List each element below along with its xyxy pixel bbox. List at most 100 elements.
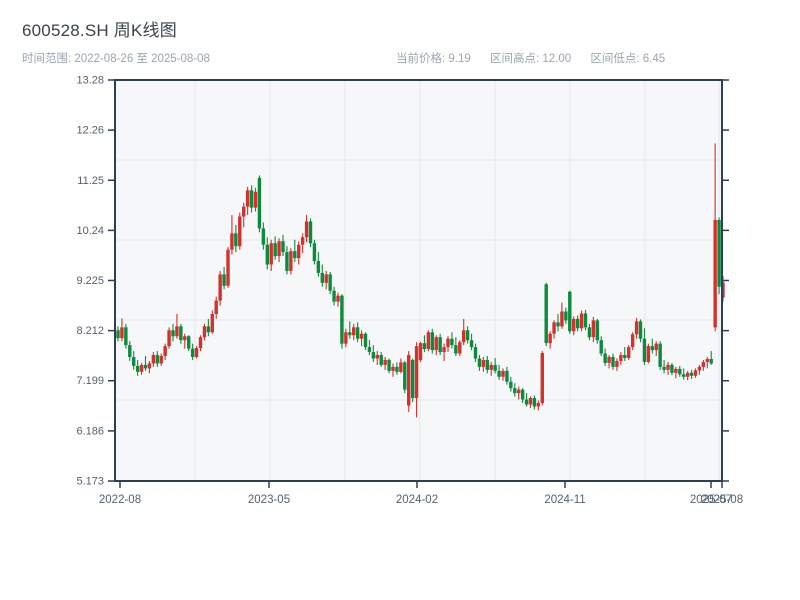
candle (383, 356, 387, 370)
candle (355, 322, 360, 343)
candle (167, 327, 171, 349)
candle (469, 333, 474, 351)
candle (477, 355, 482, 371)
candle (634, 317, 639, 339)
candle (273, 236, 277, 260)
candle (654, 341, 658, 357)
candle (682, 368, 686, 380)
candle (151, 352, 156, 367)
candle (352, 323, 356, 341)
candle (579, 310, 584, 332)
x-tick-label: 2023-05 (248, 494, 290, 506)
candle (128, 341, 132, 361)
candle (489, 361, 493, 376)
candle (316, 252, 321, 277)
candle (713, 143, 717, 332)
candle (560, 302, 564, 329)
candle (458, 340, 462, 357)
candle (462, 318, 466, 346)
candle (438, 333, 442, 356)
candle (414, 342, 419, 418)
candle (568, 290, 572, 334)
candle (650, 338, 654, 354)
candle (332, 286, 336, 306)
page-title: 600528.SH 周K线图 (22, 21, 177, 40)
candle (697, 364, 702, 375)
candle (242, 202, 246, 228)
x-tick-label: 2022-08 (99, 494, 141, 506)
y-tick-label: 7.199 (76, 375, 104, 387)
candle (175, 313, 179, 339)
candle (238, 212, 242, 250)
candle (524, 393, 529, 407)
candle (638, 319, 643, 343)
candle (218, 270, 222, 306)
candle (662, 359, 666, 374)
date-range-label: 时间范围: 2022-08-26 至 2025-08-08 (22, 53, 210, 65)
price-stats: 当前价格: 9.19 区间高点: 12.00 区间低点: 6.45 (396, 50, 681, 66)
y-tick-label: 8.212 (76, 325, 104, 337)
candle (572, 316, 576, 336)
candle (222, 266, 226, 290)
candle (422, 335, 427, 353)
candle (367, 340, 372, 356)
candle (670, 362, 674, 376)
candle (403, 360, 407, 394)
y-tick-label: 10.24 (76, 225, 104, 237)
candle (379, 352, 383, 367)
candle (198, 335, 203, 352)
candle (265, 237, 269, 270)
x-axis-labels: 2022-08 2023-05 2024-02 2024-11 2025-072025-… (99, 494, 743, 506)
candle (544, 282, 548, 347)
candle (705, 356, 709, 369)
candle (210, 310, 214, 334)
candle (171, 323, 175, 342)
y-tick-label: 5.173 (76, 476, 104, 488)
x-tick-label: 2024-02 (396, 494, 438, 506)
candle (615, 358, 619, 371)
candle (190, 343, 195, 360)
candle (627, 345, 631, 360)
candle (300, 233, 305, 254)
candle (116, 326, 120, 342)
candle (214, 296, 218, 319)
candle (587, 323, 592, 341)
candle (143, 356, 148, 371)
candle (701, 359, 706, 371)
candle (179, 323, 183, 344)
candle (685, 370, 690, 381)
range-low-stat: 区间低点: 6.45 (590, 53, 666, 65)
range-high-stat: 区间高点: 12.00 (489, 53, 572, 65)
candle (324, 270, 328, 290)
candle (226, 247, 230, 288)
candle (536, 400, 541, 411)
axis-ticks (108, 79, 729, 488)
candle (556, 313, 560, 332)
candle (249, 185, 254, 213)
candle (340, 294, 344, 349)
candle (159, 353, 163, 366)
x-tick-label: 2025-08 (701, 494, 743, 506)
plot-background (115, 80, 722, 481)
candle (528, 396, 533, 408)
candle (446, 336, 450, 353)
candle (540, 351, 544, 406)
y-tick-label: 11.25 (77, 175, 104, 187)
candle (430, 328, 434, 354)
candle (611, 353, 615, 370)
y-tick-label: 13.28 (76, 75, 104, 87)
candle (552, 320, 556, 339)
candle (348, 321, 352, 339)
candle (407, 351, 411, 412)
y-tick-label: 9.225 (76, 275, 104, 287)
candle (202, 323, 207, 341)
candles (116, 143, 725, 418)
candle (666, 361, 670, 375)
candle (253, 187, 258, 212)
candle (505, 366, 509, 385)
candle (395, 362, 399, 375)
candle (187, 335, 191, 352)
y-axis-labels: 13.28 12.26 11.25 10.24 9.225 8.212 7.199 6.186… (76, 75, 104, 488)
candle (336, 292, 340, 307)
